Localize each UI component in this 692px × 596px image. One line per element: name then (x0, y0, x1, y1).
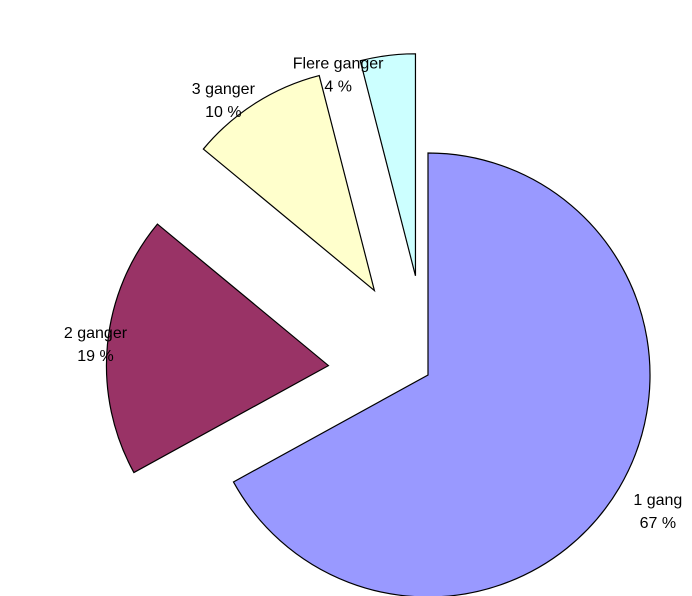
slice-value-label: 10 % (205, 104, 241, 121)
slice-label: 2 ganger (64, 325, 128, 342)
slice-value-label: 67 % (640, 515, 676, 532)
pie-slice (105, 223, 330, 474)
slice-label: 3 ganger (192, 81, 256, 98)
slice-label: Flere ganger (293, 56, 384, 73)
pie-slice (202, 74, 376, 293)
slice-value-label: 4 % (324, 79, 352, 96)
slice-value-label: 19 % (77, 348, 113, 365)
slice-label: 1 gang (633, 492, 682, 509)
pie-slice (359, 53, 417, 276)
pie-slice (232, 152, 651, 596)
